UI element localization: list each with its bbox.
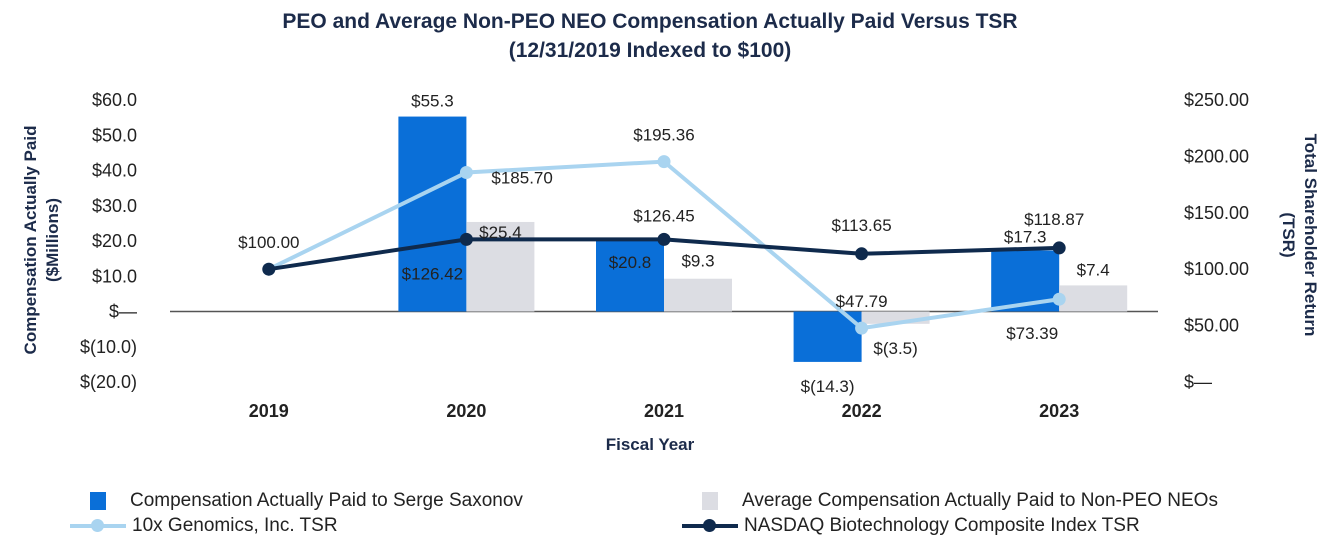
label-neo-2022: $(3.5)	[873, 339, 917, 358]
legend-item-index-tsr: NASDAQ Biotechnology Composite Index TSR	[682, 515, 1140, 537]
left-axis-ticks: $60.0 $50.0 $40.0 $30.0 $20.0 $10.0 $— $(10.0) $…	[80, 90, 137, 392]
right-tick-label: $50.00	[1184, 316, 1239, 336]
label-company-tsr-2023: $73.39	[1006, 324, 1058, 343]
x-tick-label-2022: 2022	[842, 401, 882, 421]
left-tick-label: $(10.0)	[80, 337, 137, 357]
bar-neo-2020	[466, 221, 535, 312]
left-tick-label: $(20.0)	[80, 372, 137, 392]
index-tsr-point-2020	[459, 232, 473, 246]
right-tick-label: $150.00	[1184, 203, 1249, 223]
label-company-tsr-2021: $195.36	[633, 126, 694, 145]
legend-label-neo-cap: Average Compensation Actually Paid to No…	[742, 490, 1218, 511]
lines	[262, 155, 1066, 335]
label-ceo-2023: $17.3	[1004, 228, 1047, 247]
index-tsr-point-2019	[262, 262, 276, 276]
bar-neo-2023	[1059, 285, 1128, 312]
left-tick-label: $10.0	[92, 266, 137, 286]
x-tick-label-2020: 2020	[446, 401, 486, 421]
left-tick-label: $30.0	[92, 196, 137, 216]
label-index-tsr-2023: $118.87	[1024, 210, 1084, 229]
left-axis-title-line2: ($Millions)	[43, 198, 62, 282]
label-company-tsr-2020: $185.70	[491, 169, 552, 188]
label-company-tsr-2019: $100.00	[238, 233, 299, 252]
label-company-tsr-2022: $47.79	[836, 292, 888, 311]
bars	[398, 116, 1128, 362]
right-tick-label: $200.00	[1184, 146, 1249, 166]
legend-item-ceo-cap: Compensation Actually Paid to Serge Saxo…	[90, 490, 523, 512]
x-tick-label-2023: 2023	[1039, 401, 1079, 421]
label-neo-2023: $7.4	[1077, 260, 1110, 279]
label-index-tsr-2021: $126.45	[633, 206, 694, 225]
right-tick-label: $100.00	[1184, 259, 1249, 279]
label-ceo-2020: $55.3	[411, 92, 454, 111]
right-axis-title-line2: (TSR)	[1279, 212, 1298, 257]
legend-label-index-tsr: NASDAQ Biotechnology Composite Index TSR	[744, 515, 1140, 536]
bar-neo-2021	[664, 278, 732, 312]
right-tick-label: $250.00	[1184, 90, 1249, 110]
company-tsr-point-2020	[459, 166, 473, 180]
left-tick-label: $50.0	[92, 125, 137, 145]
index-tsr-point-2022	[855, 247, 869, 261]
legend-item-company-tsr: 10x Genomics, Inc. TSR	[70, 515, 338, 537]
legend-swatch-ceo-cap	[90, 492, 106, 510]
chart: PEO and Average Non-PEO NEO Compensation…	[21, 10, 1320, 454]
index-tsr-point-2021	[657, 232, 671, 246]
legend-swatch-index-tsr	[682, 519, 738, 533]
label-index-tsr-2022: $113.65	[831, 216, 891, 235]
left-axis-title-line1: Compensation Actually Paid	[21, 126, 40, 355]
left-tick-label: $40.0	[92, 161, 137, 181]
x-tick-label-2021: 2021	[644, 401, 684, 421]
x-axis-title: Fiscal Year	[606, 435, 695, 454]
left-tick-label: $20.0	[92, 231, 137, 251]
left-tick-label: $—	[109, 302, 137, 322]
legend-swatch-neo-cap	[702, 492, 718, 510]
legend-label-ceo-cap: Compensation Actually Paid to Serge Saxo…	[130, 490, 523, 511]
legend-label-company-tsr: 10x Genomics, Inc. TSR	[132, 515, 338, 536]
bar-ceo-2021	[596, 238, 664, 312]
right-axis-title-line1: Total Shareholder Return	[1301, 134, 1320, 337]
left-tick-label: $60.0	[92, 90, 137, 110]
index-tsr-point-2023	[1052, 241, 1066, 255]
data-labels: $55.3 $20.8 $(14.3) $17.3 $25.4 $9.3 $(3.5) $7.…	[238, 92, 1110, 396]
x-axis-ticks: 2019 2020 2021 2022 2023	[249, 401, 1079, 421]
x-tick-label-2019: 2019	[249, 401, 289, 421]
company-tsr-point-2022	[855, 321, 869, 335]
label-neo-2020: $25.4	[479, 223, 522, 242]
right-axis-ticks: $250.00 $200.00 $150.00 $100.00 $50.00 $—	[1184, 90, 1249, 392]
label-ceo-2022: $(14.3)	[801, 377, 855, 396]
bar-ceo-2020	[398, 116, 467, 312]
right-tick-label: $—	[1184, 372, 1212, 392]
label-index-tsr-2020: $126.42	[402, 264, 463, 283]
company-tsr-point-2023	[1052, 292, 1066, 306]
label-ceo-2021: $20.8	[609, 253, 652, 272]
legend-item-neo-cap: Average Compensation Actually Paid to No…	[702, 490, 1218, 512]
legend-swatch-company-tsr	[70, 519, 126, 533]
company-tsr-point-2021	[657, 155, 671, 169]
label-neo-2021: $9.3	[681, 252, 714, 271]
chart-title: PEO and Average Non-PEO NEO Compensation…	[282, 10, 1017, 33]
chart-subtitle: (12/31/2019 Indexed to $100)	[509, 39, 792, 62]
